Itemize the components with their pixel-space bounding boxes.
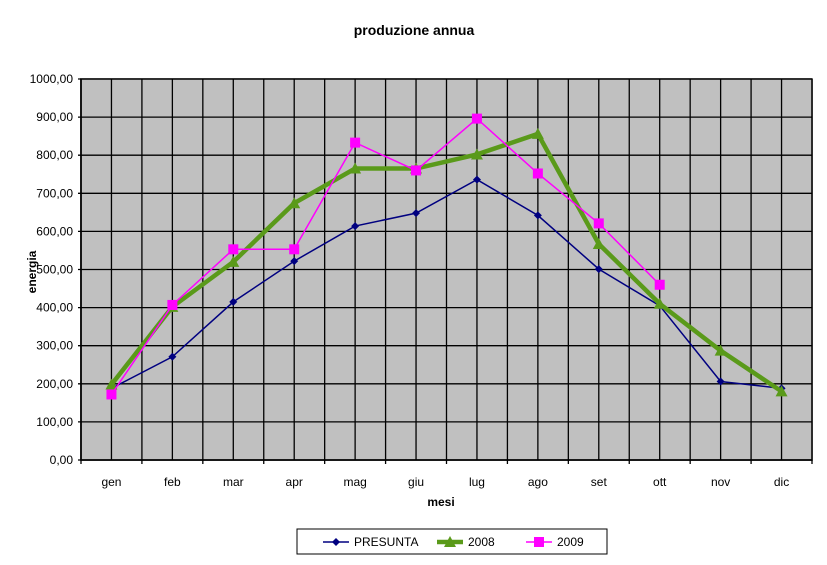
legend-marker xyxy=(444,536,456,547)
data-point xyxy=(351,222,360,231)
series-line xyxy=(110,117,661,395)
legend-label: 2008 xyxy=(468,535,495,549)
data-point xyxy=(532,168,543,179)
y-axis-label: energia xyxy=(25,250,39,293)
data-point xyxy=(168,352,177,361)
data-point xyxy=(227,255,240,267)
data-point xyxy=(289,244,300,255)
x-tick-label: mar xyxy=(223,475,244,489)
y-tick-label: 0,00 xyxy=(50,453,74,467)
y-tick-label: 400,00 xyxy=(36,301,73,315)
data-point xyxy=(716,377,725,386)
x-tick-label: lug xyxy=(469,475,485,489)
data-point xyxy=(470,148,483,160)
x-tick-label: feb xyxy=(164,475,181,489)
data-point xyxy=(531,127,544,139)
x-tick-label: nov xyxy=(711,475,730,489)
x-tick-label: ott xyxy=(653,475,667,489)
series-line xyxy=(111,178,782,390)
x-tick-label: mag xyxy=(343,475,366,489)
data-point xyxy=(533,211,542,220)
data-point xyxy=(105,378,118,390)
x-tick-label: giu xyxy=(408,475,424,489)
data-point xyxy=(290,257,299,266)
data-point xyxy=(775,385,788,397)
data-point xyxy=(592,237,605,249)
x-axis-label: mesi xyxy=(427,495,454,509)
y-tick-label: 1000,00 xyxy=(30,72,74,86)
data-point xyxy=(471,113,482,124)
y-tick-label: 500,00 xyxy=(36,263,73,277)
data-point xyxy=(593,218,604,229)
data-point xyxy=(350,137,361,148)
data-point xyxy=(412,209,421,218)
y-tick-label: 900,00 xyxy=(36,110,73,124)
data-point xyxy=(472,175,481,184)
x-tick-label: ago xyxy=(528,475,548,489)
x-tick-label: gen xyxy=(101,475,121,489)
data-point xyxy=(228,244,239,255)
data-point xyxy=(411,165,422,176)
legend-label: PRESUNTA xyxy=(354,535,418,549)
data-point xyxy=(654,279,665,290)
y-tick-label: 800,00 xyxy=(36,148,73,162)
data-point xyxy=(594,265,603,274)
y-tick-label: 200,00 xyxy=(36,377,73,391)
x-tick-label: dic xyxy=(774,475,789,489)
x-tick-label: set xyxy=(591,475,608,489)
series-2009 xyxy=(106,113,665,400)
legend-marker xyxy=(332,538,340,546)
data-point xyxy=(229,297,238,306)
legend-marker xyxy=(534,537,544,547)
data-point xyxy=(349,162,362,174)
x-tick-label: apr xyxy=(286,475,303,489)
legend-label: 2009 xyxy=(557,535,584,549)
y-tick-label: 600,00 xyxy=(36,224,73,238)
y-tick-label: 700,00 xyxy=(36,186,73,200)
y-tick-label: 300,00 xyxy=(36,339,73,353)
data-point xyxy=(167,299,178,310)
data-point xyxy=(288,197,301,209)
chart-title: produzione annua xyxy=(354,22,475,38)
data-point xyxy=(106,389,117,400)
series-line xyxy=(109,131,783,394)
data-point xyxy=(714,344,727,356)
data-point xyxy=(653,297,666,309)
y-tick-label: 100,00 xyxy=(36,415,73,429)
